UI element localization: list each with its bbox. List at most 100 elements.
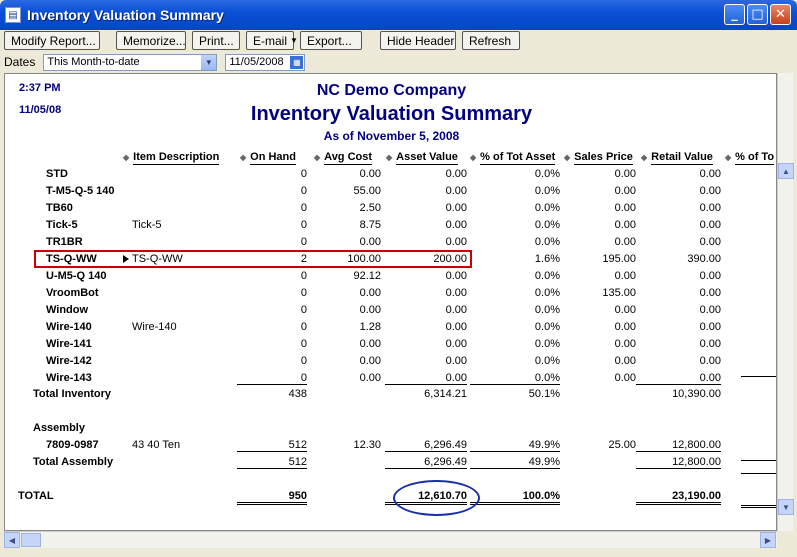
avg-cost-value: 2.50 [359, 202, 381, 214]
dates-range-select[interactable]: This Month-to-date ▼ [43, 53, 218, 71]
pct-tot-asset-value: 49.9% [470, 456, 560, 469]
column-rule [741, 376, 776, 377]
sales-price-value: 0.00 [614, 304, 636, 316]
avg-cost-value: 0.00 [359, 338, 381, 350]
section-label: Assembly [33, 422, 85, 434]
table-row[interactable]: Wire-141 0 0.00 0.00 0.0% 0.00 0.00 [5, 337, 776, 354]
report-time: 2:37 PM [19, 82, 61, 94]
email-button[interactable]: E-mail ▼ [246, 31, 298, 50]
table-row[interactable]: Wire-140 Wire-140 0 1.28 0.00 0.0% 0.00 0.00 [5, 320, 776, 337]
table-row[interactable]: U-M5-Q 140 0 92.12 0.00 0.0% 0.00 0.00 [5, 269, 776, 286]
calendar-icon[interactable]: ▦ [290, 55, 304, 69]
pct-tot-asset-value: 0.0% [534, 202, 560, 214]
pct-tot-asset-value: 0.0% [534, 287, 560, 299]
table-row[interactable]: VroomBot 0 0.00 0.00 0.0% 135.00 0.00 [5, 286, 776, 303]
total-assembly-row[interactable]: Total Assembly 512 6,296.49 49.9% 12,800.00 [5, 455, 776, 472]
column-header-pct-tot-asset[interactable]: ◆% of Tot Asset [470, 151, 556, 165]
on-hand-value: 2 [300, 253, 307, 265]
item-name: Total Inventory [33, 388, 112, 400]
column-header-avg-cost[interactable]: ◆ Avg Cost [314, 151, 373, 165]
hide-header-button[interactable]: Hide Header [380, 31, 456, 50]
on-hand-value: 0 [300, 168, 307, 180]
retail-value: 0.00 [636, 372, 721, 385]
retail-value: 0.00 [699, 304, 721, 316]
dates-range-value: This Month-to-date [47, 56, 140, 68]
chevron-down-icon[interactable]: ▼ [201, 54, 217, 70]
close-button[interactable]: ✕ [770, 4, 791, 25]
refresh-button[interactable]: Refresh [462, 31, 520, 50]
pct-tot-asset-value: 1.6% [534, 253, 560, 265]
column-rule [741, 505, 776, 508]
table-row[interactable]: TR1BR 0 0.00 0.00 0.0% 0.00 0.00 [5, 235, 776, 252]
scroll-up-button[interactable]: ▲ [778, 163, 794, 179]
report-body: 2:37 PM 11/05/08 NC Demo Company Invento… [4, 73, 777, 531]
memorize-button[interactable]: Memorize... [116, 31, 186, 50]
on-hand-value: 0 [237, 372, 307, 385]
horizontal-scrollbar[interactable]: ◀ ▶ [4, 531, 777, 548]
pct-tot-asset-value: 50.1% [528, 388, 560, 400]
retail-value: 0.00 [699, 219, 721, 231]
pct-tot-asset-value: 49.9% [470, 439, 560, 452]
pct-tot-asset-value: 0.0% [534, 355, 560, 367]
on-hand-value: 0 [300, 270, 307, 282]
minimize-button[interactable]: _ [724, 4, 745, 25]
window-title: Inventory Valuation Summary [27, 7, 224, 23]
vertical-scrollbar[interactable]: ▲ ▼ [777, 73, 794, 531]
table-row[interactable]: TB60 0 2.50 0.00 0.0% 0.00 0.00 [5, 201, 776, 218]
highlight-circle [393, 480, 480, 516]
scroll-thumb[interactable] [21, 533, 41, 547]
table-row[interactable]: Wire-142 0 0.00 0.00 0.0% 0.00 0.00 [5, 354, 776, 371]
column-rule [741, 460, 776, 461]
retail-value: 0.00 [699, 236, 721, 248]
maximize-button[interactable]: □ [747, 4, 768, 25]
table-row[interactable]: Window 0 0.00 0.00 0.0% 0.00 0.00 [5, 303, 776, 320]
asset-value: 0.00 [445, 287, 467, 299]
print-button[interactable]: Print... [192, 31, 240, 50]
date-field[interactable]: 11/05/2008 ▦ [225, 53, 306, 71]
table-row[interactable]: TS-Q-WW TS-Q-WW 2 100.00 200.00 1.6% 195.00 390… [5, 252, 776, 269]
asset-value: 0.00 [445, 304, 467, 316]
report-title: Inventory Valuation Summary [250, 103, 533, 125]
item-name: Window [46, 304, 89, 316]
export-button[interactable]: Export... [300, 31, 362, 50]
document-icon[interactable]: ▤ [5, 7, 21, 23]
row-selector-arrow-icon [123, 255, 129, 263]
retail-value: 0.00 [699, 168, 721, 180]
column-header-asset-value[interactable]: ◆ Asset Value [386, 151, 458, 165]
table-row[interactable]: T-M5-Q-5 140 0 55.00 0.00 0.0% 0.00 0.00 [5, 184, 776, 201]
sales-price-value: 135.00 [602, 287, 636, 299]
table-row[interactable]: Wire-143 0 0.00 0.00 0.0% 0.00 0.00 [5, 371, 776, 388]
on-hand-value: 0 [300, 219, 307, 231]
scroll-left-button[interactable]: ◀ [4, 532, 20, 548]
pct-tot-asset-value: 0.0% [534, 304, 560, 316]
item-description: TS-Q-WW [132, 253, 183, 265]
sales-price-value: 0.00 [614, 372, 636, 384]
column-header-on-hand[interactable]: ◆ On Hand [240, 151, 296, 165]
column-header-retail-value[interactable]: ◆ Retail Value [641, 151, 713, 165]
scroll-right-button[interactable]: ▶ [760, 532, 776, 548]
table-row[interactable]: Tick-5 Tick-5 0 8.75 0.00 0.0% 0.00 0.00 [5, 218, 776, 235]
avg-cost-value: 0.00 [359, 355, 381, 367]
item-name: TR1BR [46, 236, 83, 248]
on-hand-value: 950 [237, 490, 307, 505]
column-header-sales-price[interactable]: ◆ Sales Price [564, 151, 633, 165]
dates-bar: Dates This Month-to-date ▼ 11/05/2008 ▦ [4, 53, 306, 71]
sales-price-value: 25.00 [608, 439, 636, 451]
modify-report-button[interactable]: Modify Report... [4, 31, 100, 50]
item-name: Wire-142 [46, 355, 92, 367]
on-hand-value: 0 [300, 321, 307, 333]
retail-value: 0.00 [699, 355, 721, 367]
total-inventory-row[interactable]: Total Inventory 438 6,314.21 50.1% 10,390.00 [5, 387, 776, 404]
column-header-description[interactable]: ◆ Item Description [123, 151, 220, 165]
table-row[interactable]: STD 0 0.00 0.00 0.0% 0.00 0.00 [5, 167, 776, 184]
asset-value: 200.00 [433, 253, 467, 265]
scroll-down-button[interactable]: ▼ [778, 499, 794, 515]
on-hand-value: 0 [300, 287, 307, 299]
on-hand-value: 438 [288, 388, 307, 400]
retail-value: 12,800.00 [636, 456, 721, 469]
column-header-pct-retail[interactable]: ◆% of To [725, 151, 775, 165]
table-row[interactable]: 7809-0987 43 40 Ten 512 12.30 6,296.49 49.9% 2… [5, 438, 776, 455]
status-bar [0, 549, 797, 557]
pct-tot-asset-value: 0.0% [534, 168, 560, 180]
grand-total-row[interactable]: TOTAL 950 12,610.70 100.0% 23,190.00 [5, 489, 776, 506]
